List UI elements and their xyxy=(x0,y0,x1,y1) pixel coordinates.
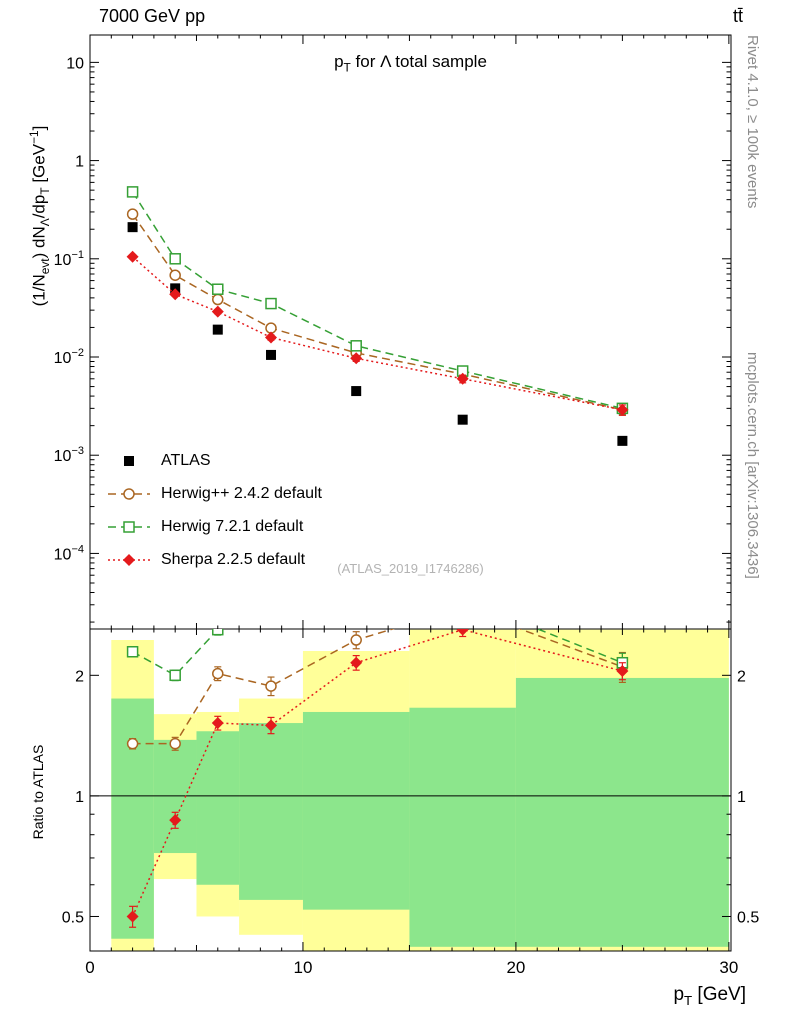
sherpa-marker-icon xyxy=(108,553,150,566)
plot-title: pT for Λ total sample xyxy=(334,52,487,75)
legend-item-atlas: ATLAS xyxy=(106,444,322,477)
svg-text:1: 1 xyxy=(75,154,84,171)
legend-item-herwig7: Herwig 7.2.1 default xyxy=(106,510,322,543)
legend-label-herwig7: Herwig 7.2.1 default xyxy=(161,517,304,535)
svg-text:1: 1 xyxy=(737,789,746,806)
legend: ATLAS Herwig++ 2.4.2 default Herwig 7.2.… xyxy=(106,444,322,576)
process-label: tt̄ xyxy=(733,6,744,26)
svg-text:10−4: 10−4 xyxy=(54,543,84,563)
legend-label-atlas: ATLAS xyxy=(161,451,211,469)
legend-item-sherpa: Sherpa 2.2.5 default xyxy=(106,543,322,576)
svg-text:2: 2 xyxy=(737,668,746,685)
legend-label-sherpa: Sherpa 2.2.5 default xyxy=(161,550,306,568)
svg-text:0.5: 0.5 xyxy=(737,909,759,926)
herwigpp-marker-icon xyxy=(108,487,150,500)
svg-text:10: 10 xyxy=(293,958,312,977)
y-axis-label: (1/Nevt) dNΛ/dpT [GeV−1] xyxy=(27,125,53,307)
analysis-id-watermark: (ATLAS_2019_I1746286) xyxy=(337,561,484,576)
svg-text:10−2: 10−2 xyxy=(54,347,84,367)
svg-text:10−3: 10−3 xyxy=(54,445,84,465)
svg-text:1: 1 xyxy=(75,789,84,806)
herwig7-marker-icon xyxy=(108,520,150,533)
svg-text:0: 0 xyxy=(85,958,94,977)
beam-energy-label: 7000 GeV pp xyxy=(99,6,206,26)
atlas-marker-icon xyxy=(124,455,134,466)
svg-text:20: 20 xyxy=(506,958,525,977)
svg-text:30: 30 xyxy=(719,958,738,977)
mcplots-credit-label: mcplots.cern.ch [arXiv:1306.3436] xyxy=(744,352,761,579)
legend-item-herwigpp: Herwig++ 2.4.2 default xyxy=(106,477,322,510)
x-axis-label: pT [GeV] xyxy=(673,984,746,1008)
legend-label-herwigpp: Herwig++ 2.4.2 default xyxy=(161,484,322,502)
rivet-version-label: Rivet 4.1.0, ≥ 100k events xyxy=(744,35,761,209)
svg-text:10: 10 xyxy=(66,55,84,72)
ratio-y-axis-label: Ratio to ATLAS xyxy=(30,744,46,840)
svg-text:10−1: 10−1 xyxy=(54,249,84,269)
svg-text:2: 2 xyxy=(75,668,84,685)
svg-text:0.5: 0.5 xyxy=(62,909,84,926)
